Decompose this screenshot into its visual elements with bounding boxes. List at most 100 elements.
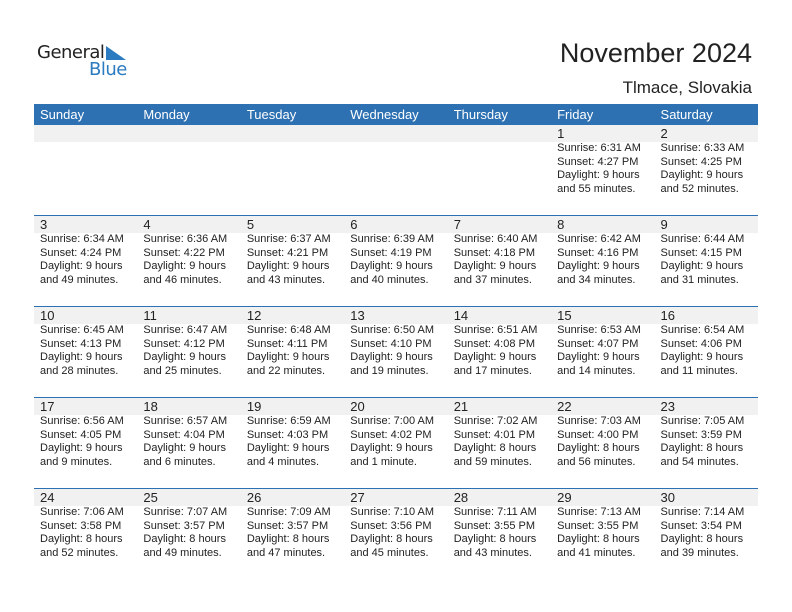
day-cell-6: 6 Sunrise: 6:39 AM Sunset: 4:19 PM Daylight…: [344, 216, 447, 287]
daylight-text: Daylight: 9 hours: [246, 351, 330, 363]
day-number: 20: [350, 399, 365, 414]
daylight-text: Daylight: 9 hours: [350, 442, 433, 454]
sunset-text: Sunset: 4:02 PM: [350, 428, 432, 441]
day-cell-15: 15 Sunrise: 6:53 AM Sunset: 4:07 PM Dayligh…: [551, 307, 654, 378]
day-number: 4: [143, 217, 151, 232]
daylight-minutes-text: and 17 minutes.: [453, 364, 532, 377]
daylight-minutes-text: and 4 minutes.: [246, 455, 319, 468]
day-number: 27: [350, 490, 365, 505]
page-title: November 2024: [559, 38, 752, 68]
day-cell-9: 9 Sunrise: 6:44 AM Sunset: 4:15 PM Daylight…: [655, 216, 758, 287]
daylight-minutes-text: and 49 minutes.: [40, 273, 119, 286]
daylight-minutes-text: and 41 minutes.: [557, 546, 636, 559]
day-number: 10: [40, 308, 55, 323]
day-number: 2: [660, 126, 668, 141]
sunrise-text: Sunrise: 6:33 AM: [660, 142, 745, 154]
sunset-text: Sunset: 4:10 PM: [350, 337, 432, 350]
week-row: 24 Sunrise: 7:06 AM Sunset: 3:58 PM Dayligh…: [34, 488, 758, 579]
sunrise-text: Sunrise: 6:54 AM: [660, 324, 745, 336]
sunrise-text: Sunrise: 6:37 AM: [246, 233, 331, 245]
daylight-text: Daylight: 9 hours: [143, 442, 226, 454]
day-number: 16: [660, 308, 675, 323]
day-cell-24: 24 Sunrise: 7:06 AM Sunset: 3:58 PM Dayligh…: [34, 489, 137, 560]
weekday-thursday: Thursday: [453, 107, 508, 122]
sunrise-text: Sunrise: 6:45 AM: [40, 324, 124, 336]
daylight-text: Daylight: 9 hours: [143, 351, 226, 363]
day-cell-28: 28 Sunrise: 7:11 AM Sunset: 3:55 PM Dayligh…: [448, 489, 551, 560]
logo-text-blue: Blue: [89, 59, 127, 80]
day-cell-26: 26 Sunrise: 7:09 AM Sunset: 3:57 PM Dayligh…: [241, 489, 344, 560]
sunset-text: Sunset: 4:04 PM: [143, 428, 225, 441]
day-cell-8: 8 Sunrise: 6:42 AM Sunset: 4:16 PM Daylight…: [551, 216, 654, 287]
daylight-minutes-text: and 49 minutes.: [143, 546, 222, 559]
sunset-text: Sunset: 3:59 PM: [660, 428, 742, 441]
sunrise-text: Sunrise: 7:13 AM: [557, 506, 641, 518]
daylight-minutes-text: and 39 minutes.: [660, 546, 739, 559]
sunrise-text: Sunrise: 6:42 AM: [557, 233, 641, 245]
sunset-text: Sunset: 4:13 PM: [40, 337, 122, 350]
sunset-text: Sunset: 4:03 PM: [246, 428, 329, 441]
day-cell-1: 1 Sunrise: 6:31 AM Sunset: 4:27 PM Daylight…: [551, 125, 654, 196]
weekday-tuesday: Tuesday: [246, 107, 297, 122]
day-number: 21: [453, 399, 469, 414]
sunset-text: Sunset: 4:24 PM: [40, 246, 122, 259]
day-cell-21: 21 Sunrise: 7:02 AM Sunset: 4:01 PM Dayligh…: [448, 398, 551, 469]
day-number: 14: [453, 308, 469, 323]
sunset-text: Sunset: 4:07 PM: [557, 337, 639, 350]
day-cell-19: 19 Sunrise: 6:59 AM Sunset: 4:03 PM Dayligh…: [241, 398, 344, 469]
daylight-text: Daylight: 9 hours: [246, 442, 330, 454]
logo: General Blue: [37, 42, 132, 82]
daylight-text: Daylight: 9 hours: [40, 442, 123, 454]
sunset-text: Sunset: 4:22 PM: [143, 246, 225, 259]
day-number: 3: [40, 217, 48, 232]
day-number: 17: [40, 399, 55, 414]
sunset-text: Sunset: 4:11 PM: [246, 337, 328, 350]
daylight-minutes-text: and 34 minutes.: [557, 273, 636, 286]
day-cell-2: 2 Sunrise: 6:33 AM Sunset: 4:25 PM Daylight…: [655, 125, 758, 196]
day-cell-12: 12 Sunrise: 6:48 AM Sunset: 4:11 PM Dayligh…: [241, 307, 344, 378]
sunset-text: Sunset: 4:06 PM: [660, 337, 742, 350]
calendar-grid: Sunday Monday Tuesday Wednesday Thursday Frid…: [34, 104, 758, 579]
sunset-text: Sunset: 4:01 PM: [453, 428, 536, 441]
day-number: 22: [557, 399, 572, 414]
day-cell-25: 25 Sunrise: 7:07 AM Sunset: 3:57 PM Dayligh…: [137, 489, 240, 560]
location: Tlmace, Slovakia: [622, 78, 752, 97]
day-cell-13: 13 Sunrise: 6:50 AM Sunset: 4:10 PM Dayligh…: [344, 307, 447, 378]
sunrise-text: Sunrise: 7:09 AM: [246, 506, 331, 518]
daylight-text: Daylight: 8 hours: [557, 442, 640, 454]
day-cell-11: 11 Sunrise: 6:47 AM Sunset: 4:12 PM Dayligh…: [137, 307, 240, 378]
daylight-text: Daylight: 8 hours: [660, 533, 744, 545]
daylight-minutes-text: and 47 minutes.: [246, 546, 326, 559]
daylight-minutes-text: and 55 minutes.: [557, 182, 636, 195]
sunrise-text: Sunrise: 7:10 AM: [350, 506, 435, 518]
empty-cell: [34, 125, 137, 196]
sunrise-text: Sunrise: 6:34 AM: [40, 233, 124, 245]
daylight-minutes-text: and 56 minutes.: [557, 455, 636, 468]
weekday-monday: Monday: [143, 107, 190, 122]
sunset-text: Sunset: 4:27 PM: [557, 155, 639, 168]
daylight-text: Daylight: 9 hours: [40, 351, 123, 363]
daylight-minutes-text: and 54 minutes.: [660, 455, 739, 468]
sunrise-text: Sunrise: 6:59 AM: [246, 415, 331, 427]
day-cell-10: 10 Sunrise: 6:45 AM Sunset: 4:13 PM Dayligh…: [34, 307, 137, 378]
sunrise-text: Sunrise: 7:05 AM: [660, 415, 745, 427]
daylight-text: Daylight: 8 hours: [453, 442, 537, 454]
sunrise-text: Sunrise: 6:56 AM: [40, 415, 124, 427]
daylight-text: Daylight: 9 hours: [453, 351, 537, 363]
empty-cell: [241, 125, 344, 196]
day-number-band: [34, 216, 758, 233]
day-number: 24: [40, 490, 55, 505]
day-number: 23: [660, 399, 675, 414]
daylight-minutes-text: and 52 minutes.: [40, 546, 119, 559]
sunrise-text: Sunrise: 7:06 AM: [40, 506, 124, 518]
day-cell-17: 17 Sunrise: 6:56 AM Sunset: 4:05 PM Dayligh…: [34, 398, 137, 469]
empty-cell: [448, 125, 551, 196]
sunset-text: Sunset: 4:08 PM: [453, 337, 536, 350]
daylight-minutes-text: and 28 minutes.: [40, 364, 119, 377]
sunrise-text: Sunrise: 7:14 AM: [660, 506, 745, 518]
daylight-text: Daylight: 9 hours: [40, 260, 123, 272]
sunset-text: Sunset: 4:00 PM: [557, 428, 639, 441]
daylight-text: Daylight: 8 hours: [557, 533, 640, 545]
daylight-text: Daylight: 9 hours: [660, 260, 744, 272]
